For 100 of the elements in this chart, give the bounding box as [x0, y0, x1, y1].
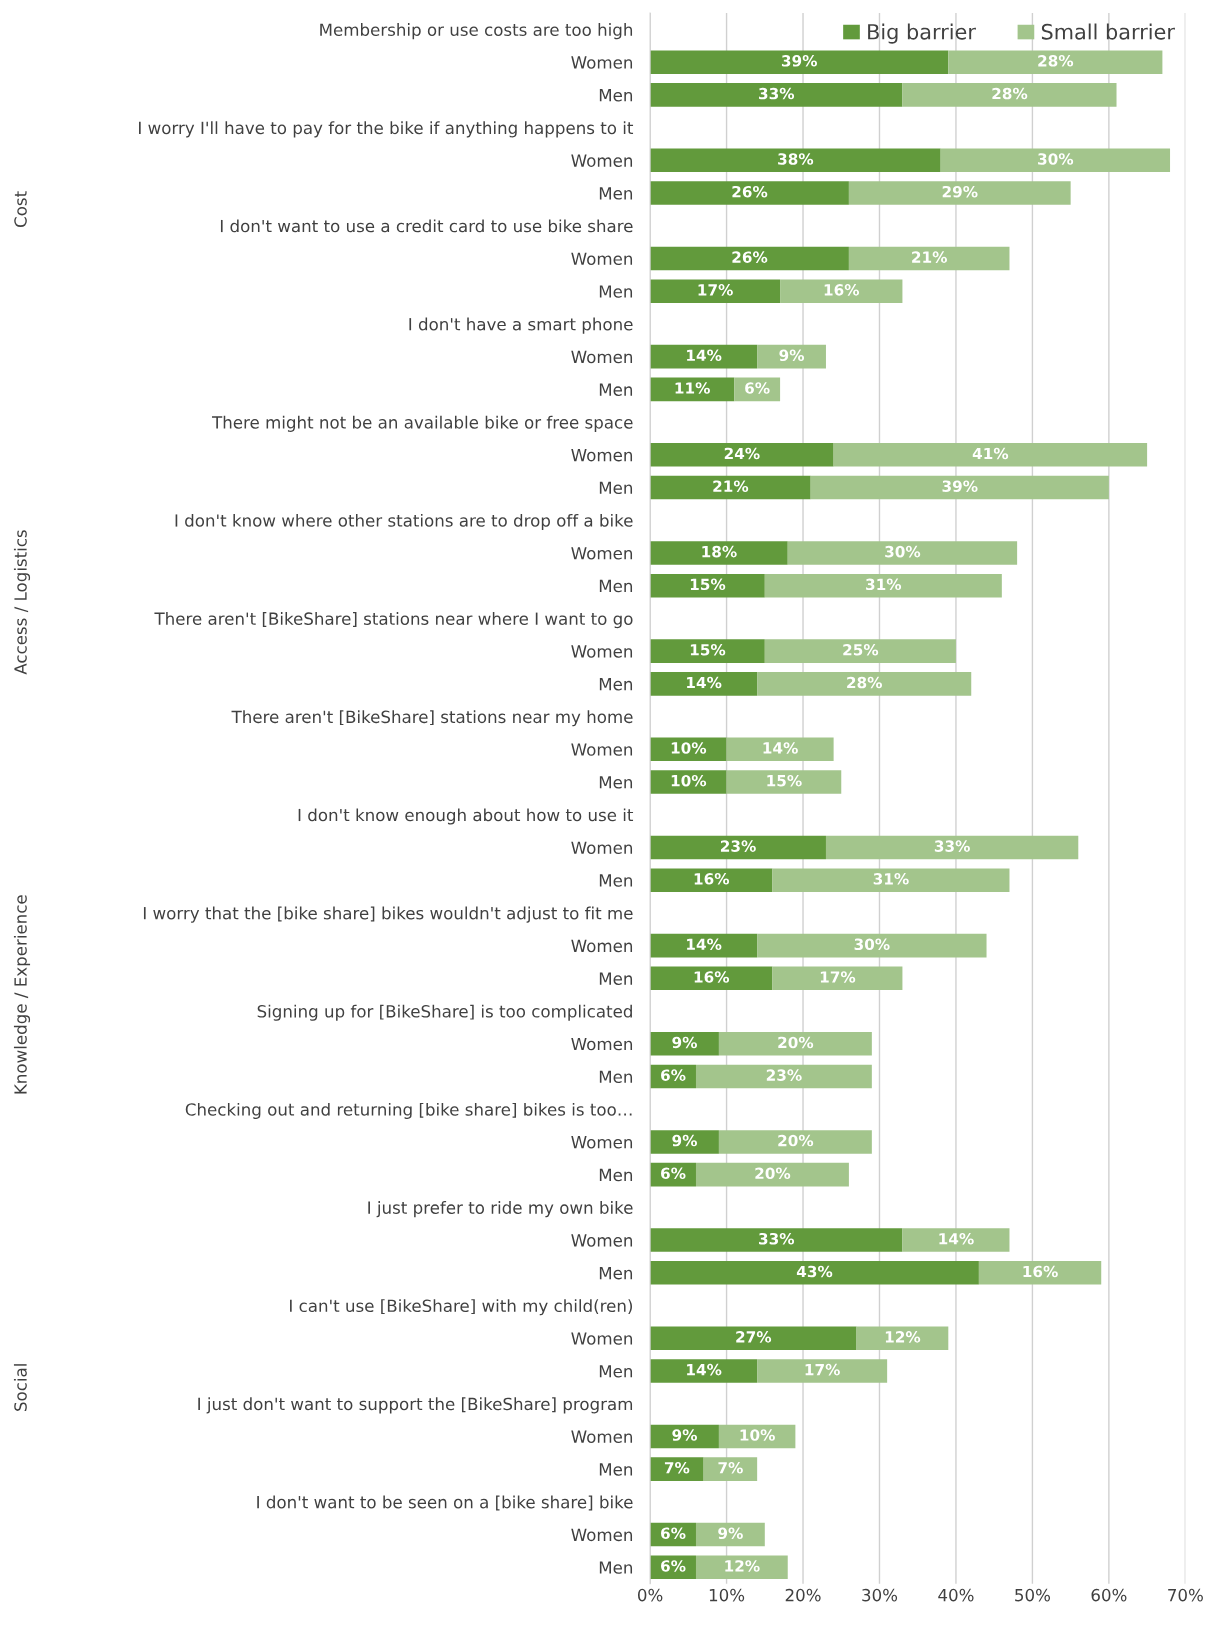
data-label: 33%	[934, 840, 970, 852]
y-tick-label: Women	[571, 350, 633, 364]
data-label: 26%	[732, 251, 768, 263]
bar	[650, 835, 826, 860]
y-tick-label: Men	[599, 1070, 633, 1084]
bar	[726, 770, 842, 794]
y-tick-label: Women	[571, 645, 633, 658]
bar	[856, 1326, 949, 1351]
bar	[650, 639, 765, 663]
data-label: 12%	[725, 1560, 760, 1572]
y-tick-label: Women	[571, 939, 633, 953]
bar	[848, 181, 1071, 205]
data-label: 20%	[778, 1036, 814, 1049]
y-tick-label: There might not be an available bike or free space	[211, 415, 633, 432]
data-label: 16%	[1023, 1265, 1058, 1278]
y-tick-label: Men	[599, 1561, 633, 1574]
data-label: 31%	[873, 873, 909, 885]
y-tick-label: Men	[599, 89, 633, 102]
y-tick-label: Women	[571, 448, 633, 462]
bar	[772, 966, 903, 991]
data-label: 29%	[942, 185, 978, 198]
data-label: 16%	[694, 873, 730, 885]
y-tick-label: Men	[599, 1266, 633, 1280]
bar	[848, 246, 1010, 271]
bar	[695, 1064, 872, 1089]
data-label: 16%	[694, 971, 730, 983]
bar	[757, 344, 826, 369]
data-label: 11%	[675, 382, 710, 394]
y-tick-label: Women	[571, 1332, 633, 1345]
y-tick-label: Men	[599, 187, 633, 200]
data-label: 6%	[661, 1167, 686, 1180]
data-label: 6%	[661, 1527, 686, 1539]
data-label: 21%	[713, 480, 749, 492]
bar	[833, 443, 1148, 467]
data-label: 43%	[796, 1265, 833, 1278]
y-tick-label: Men	[599, 285, 633, 298]
data-label: 30%	[1038, 153, 1074, 165]
bar	[650, 770, 727, 794]
y-tick-label: Men	[599, 776, 633, 789]
bar	[978, 1261, 1102, 1285]
bar	[650, 573, 765, 598]
y-tick-label: Signing up for [BikeShare] is too complicated	[257, 1004, 632, 1021]
y-tick-label: Men	[599, 1365, 633, 1378]
data-label: 9%	[672, 1429, 697, 1441]
bar	[650, 1261, 979, 1285]
data-label: 9%	[672, 1036, 697, 1049]
legend-label: Small barrier	[1041, 23, 1175, 40]
bar	[757, 933, 987, 958]
bar	[650, 475, 811, 500]
data-label: 20%	[755, 1167, 791, 1180]
x-tick-label: 0%	[637, 1588, 663, 1602]
bar	[650, 148, 941, 173]
data-label: 33%	[759, 87, 795, 100]
y-tick-label: Men	[599, 1168, 633, 1182]
data-label: 14%	[763, 742, 798, 754]
y-tick-label: I don't know enough about how to use it	[298, 808, 634, 825]
y-tick-label: Women	[571, 154, 633, 167]
legend-label: Big barrier	[868, 23, 976, 44]
data-label: 28%	[847, 676, 882, 689]
bar	[650, 1359, 758, 1383]
data-label: 14%	[687, 938, 722, 951]
data-label: 15%	[690, 578, 726, 591]
data-label: 20%	[778, 1134, 814, 1147]
bar	[650, 1457, 704, 1481]
bar	[772, 868, 1010, 892]
data-label: 23%	[766, 1069, 802, 1081]
data-label: 6%	[661, 1069, 686, 1081]
data-label: 9%	[779, 349, 805, 362]
bar	[787, 541, 1018, 565]
text: Access / Logistics	[13, 530, 31, 675]
bar	[650, 868, 773, 892]
y-tick-label: Women	[571, 1528, 633, 1542]
x-tick-label: 60%	[1091, 1588, 1127, 1602]
bar	[650, 966, 773, 991]
y-tick-label: I don't have a smart phone	[409, 317, 633, 334]
bar	[650, 672, 758, 696]
y-tick-label: Women	[571, 1037, 633, 1051]
bar	[810, 475, 1109, 500]
data-label: 6%	[661, 1560, 686, 1572]
data-label: 33%	[759, 1232, 795, 1245]
bar	[780, 279, 903, 303]
data-label: 39%	[781, 55, 817, 67]
bar	[650, 1130, 719, 1154]
y-tick-label: Women	[571, 841, 633, 855]
data-label: 21%	[912, 251, 947, 263]
text: Knowledge / Experience	[13, 895, 31, 1094]
data-label: 7%	[718, 1462, 743, 1474]
bar	[650, 541, 788, 565]
data-label: 12%	[885, 1331, 921, 1343]
data-label: 26%	[732, 185, 768, 198]
bar	[764, 639, 956, 663]
bar	[757, 672, 972, 696]
y-tick-label: I just prefer to ride my own bike	[368, 1201, 633, 1218]
y-tick-label: Women	[571, 56, 633, 69]
y-tick-label: I worry I'll have to pay for the bike if anything happens to it	[139, 121, 634, 138]
data-label: 6%	[745, 382, 770, 394]
data-label: 28%	[992, 87, 1028, 100]
data-label: 7%	[664, 1462, 690, 1474]
y-tick-label: I worry that the [bike share] bikes wouldn't adjust to fit me	[143, 906, 633, 923]
bar	[650, 344, 758, 369]
